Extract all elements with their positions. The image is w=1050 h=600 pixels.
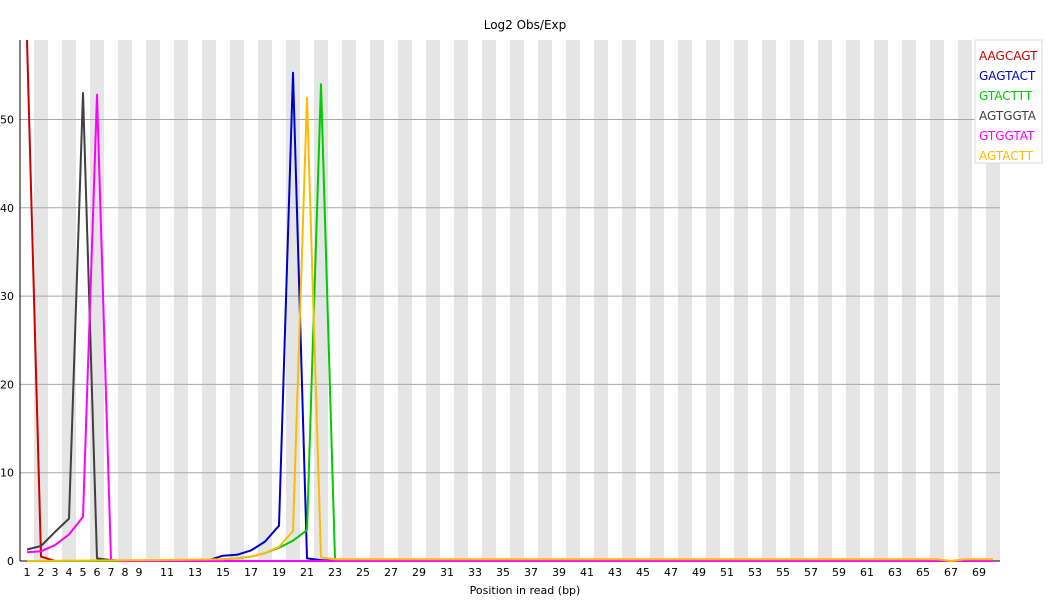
x-tick-label: 41 bbox=[580, 566, 594, 579]
y-tick-labels: 0 10 20 30 40 50 bbox=[0, 113, 14, 568]
x-tick-label: 55 bbox=[776, 566, 790, 579]
series-line-agtactt bbox=[26, 96, 993, 562]
x-tick-label: 4 bbox=[66, 566, 73, 579]
x-tick-label: 3 bbox=[52, 566, 59, 579]
x-tick-label: 17 bbox=[244, 566, 258, 579]
legend-box bbox=[974, 39, 1043, 164]
column-stripe-32 bbox=[454, 40, 468, 561]
x-tick-label: 5 bbox=[80, 566, 87, 579]
column-stripe-48 bbox=[678, 40, 692, 561]
y-tick-label: 30 bbox=[0, 290, 14, 303]
column-stripe-14 bbox=[202, 40, 216, 561]
y-tick-label: 50 bbox=[0, 113, 14, 126]
x-tick-label: 7 bbox=[108, 566, 115, 579]
horizontal-gridlines bbox=[20, 118, 1000, 474]
column-stripe-22 bbox=[314, 40, 328, 561]
column-stripe-4 bbox=[62, 40, 76, 561]
y-tick-label: 10 bbox=[0, 467, 14, 480]
y-tick-label: 40 bbox=[0, 202, 14, 215]
x-tick-label: 23 bbox=[328, 566, 342, 579]
column-stripe-50 bbox=[706, 40, 720, 561]
column-stripe-46 bbox=[650, 40, 664, 561]
x-tick-label: 35 bbox=[496, 566, 510, 579]
x-tick-label: 37 bbox=[524, 566, 538, 579]
x-tick-label: 9 bbox=[136, 566, 143, 579]
column-stripe-8 bbox=[118, 40, 132, 561]
legend-entry-gtggtat: GTGGTAT bbox=[979, 129, 1035, 143]
column-stripe-58 bbox=[818, 40, 832, 561]
column-stripe-70 bbox=[986, 40, 1000, 561]
x-tick-label: 1 bbox=[24, 566, 31, 579]
column-stripe-34 bbox=[482, 40, 496, 561]
legend-entry-gagtact: GAGTACT bbox=[979, 69, 1036, 83]
x-tick-label: 47 bbox=[664, 566, 678, 579]
x-tick-label: 69 bbox=[972, 566, 986, 579]
x-axis-label: Position in read (bp) bbox=[470, 584, 581, 597]
x-tick-label: 2 bbox=[38, 566, 45, 579]
x-tick-labels: 1 2 3 4 5 6 7 8 9 11 13 15 17 19 21 23 25 27 29 31 33 35 37 39 4… bbox=[24, 566, 987, 579]
column-stripe-16 bbox=[230, 40, 244, 561]
x-tick-label: 59 bbox=[832, 566, 846, 579]
legend: AAGCAGT GAGTACT GTACTTT AGTGGTA GTGGTAT AGTAC… bbox=[974, 39, 1043, 164]
column-stripe-20 bbox=[286, 40, 300, 561]
x-tick-label: 29 bbox=[412, 566, 426, 579]
x-tick-label: 61 bbox=[860, 566, 874, 579]
x-tick-label: 15 bbox=[216, 566, 230, 579]
column-stripe-54 bbox=[762, 40, 776, 561]
column-stripe-36 bbox=[510, 40, 524, 561]
x-tick-label: 6 bbox=[94, 566, 101, 579]
x-tick-label: 19 bbox=[272, 566, 286, 579]
column-stripe-26 bbox=[370, 40, 384, 561]
legend-entry-agtactt: AGTACTT bbox=[979, 149, 1034, 163]
column-stripe-64 bbox=[902, 40, 916, 561]
x-tick-label: 8 bbox=[122, 566, 129, 579]
x-tick-label: 31 bbox=[440, 566, 454, 579]
column-stripe-66 bbox=[930, 40, 944, 561]
x-tick-label: 49 bbox=[692, 566, 706, 579]
column-stripe-42 bbox=[594, 40, 608, 561]
column-stripe-24 bbox=[342, 40, 356, 561]
column-stripe-10 bbox=[146, 40, 160, 561]
column-stripe-44 bbox=[622, 40, 636, 561]
x-tick-label: 45 bbox=[636, 566, 650, 579]
y-tick-label: 20 bbox=[0, 378, 14, 391]
x-tick-label: 33 bbox=[468, 566, 482, 579]
y-tick-label: 0 bbox=[7, 555, 14, 568]
x-tick-label: 53 bbox=[748, 566, 762, 579]
column-stripe-12 bbox=[174, 40, 188, 561]
column-stripe-30 bbox=[426, 40, 440, 561]
column-stripe-56 bbox=[790, 40, 804, 561]
legend-entry-aagcagt: AAGCAGT bbox=[979, 49, 1038, 63]
x-tick-label: 13 bbox=[188, 566, 202, 579]
column-stripe-60 bbox=[846, 40, 860, 561]
column-stripe-52 bbox=[734, 40, 748, 561]
x-tick-label: 67 bbox=[944, 566, 958, 579]
column-stripe-40 bbox=[566, 40, 580, 561]
x-tick-label: 65 bbox=[916, 566, 930, 579]
legend-entry-gtacttt: GTACTTT bbox=[979, 89, 1033, 103]
x-tick-label: 51 bbox=[720, 566, 734, 579]
legend-entry-agtggta: AGTGGTA bbox=[979, 109, 1037, 123]
series-lines bbox=[26, 39, 993, 562]
column-stripe-18 bbox=[258, 40, 272, 561]
column-stripe-2 bbox=[34, 40, 48, 561]
column-stripe-68 bbox=[958, 40, 972, 561]
x-tick-label: 27 bbox=[384, 566, 398, 579]
column-stripe-28 bbox=[398, 40, 412, 561]
x-tick-label: 39 bbox=[552, 566, 566, 579]
column-stripes bbox=[34, 40, 1000, 561]
chart-title: Log2 Obs/Exp bbox=[484, 18, 567, 32]
x-tick-label: 11 bbox=[160, 566, 174, 579]
column-stripe-62 bbox=[874, 40, 888, 561]
column-stripe-38 bbox=[538, 40, 552, 561]
x-tick-label: 63 bbox=[888, 566, 902, 579]
x-tick-label: 43 bbox=[608, 566, 622, 579]
x-tick-label: 57 bbox=[804, 566, 818, 579]
x-tick-label: 25 bbox=[356, 566, 370, 579]
x-tick-label: 21 bbox=[300, 566, 314, 579]
